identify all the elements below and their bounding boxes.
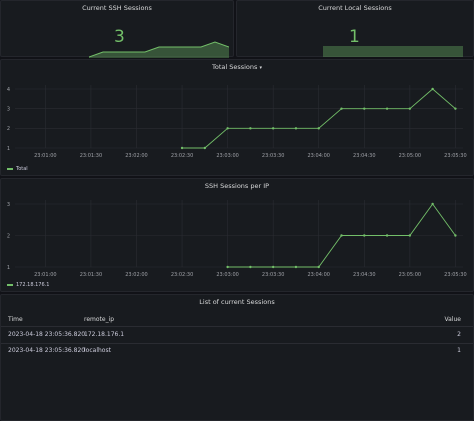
x-tick-label: 23:03:00 bbox=[216, 272, 238, 278]
legend-label-ip: 172.18.176.1 bbox=[16, 282, 50, 288]
x-tick-label: 23:01:30 bbox=[80, 153, 102, 159]
x-tick-label: 23:03:00 bbox=[216, 153, 238, 159]
ssh-per-ip-panel: SSH Sessions per IP 1 2 3 23:01:00 23:01:30 2… bbox=[0, 178, 474, 292]
y-tick-label: 4 bbox=[7, 87, 10, 93]
x-tick-label: 23:05:00 bbox=[399, 272, 421, 278]
x-tick-label: 23:01:00 bbox=[34, 153, 56, 159]
table-row[interactable]: 2023-04-18 23:05:36.820 localhost 1 bbox=[1, 344, 473, 360]
x-tick-label: 23:02:30 bbox=[171, 153, 193, 159]
cell-time: 2023-04-18 23:05:36.820 bbox=[8, 347, 86, 354]
y-tick-label: 3 bbox=[7, 202, 10, 208]
cell-value: 2 bbox=[457, 331, 461, 338]
local-sessions-panel: Current Local Sessions 1 bbox=[236, 0, 474, 57]
local-sessions-value: 1 bbox=[349, 27, 360, 47]
data-point[interactable] bbox=[180, 146, 184, 150]
ssh-sparkline bbox=[89, 41, 229, 58]
data-point[interactable] bbox=[408, 107, 412, 110]
total-sessions-legend[interactable]: Total bbox=[7, 166, 28, 172]
x-tick-label: 23:04:30 bbox=[353, 153, 375, 159]
ssh-sparkline-area bbox=[89, 42, 229, 58]
data-point[interactable] bbox=[271, 265, 275, 269]
chevron-down-icon[interactable]: ▾ bbox=[259, 65, 263, 71]
ssh-sessions-panel: Current SSH Sessions 3 bbox=[0, 0, 234, 58]
x-tick-label: 23:02:00 bbox=[125, 272, 147, 278]
x-tick-label: 23:04:30 bbox=[353, 272, 375, 278]
x-tick-label: 23:04:00 bbox=[307, 272, 329, 278]
total-sessions-title-text: Total Sessions bbox=[211, 63, 258, 71]
data-point[interactable] bbox=[317, 127, 320, 130]
column-header-time[interactable]: Time bbox=[8, 316, 23, 323]
cell-remote-ip: 172.18.176.1 bbox=[84, 331, 125, 338]
y-tick-label: 2 bbox=[7, 126, 10, 132]
total-sessions-panel: Total Sessions ▾ 1 2 3 4 23:01:00 23:01:30 23:… bbox=[0, 59, 474, 176]
data-point[interactable] bbox=[226, 127, 229, 130]
local-sparkline-area bbox=[323, 46, 463, 57]
data-point[interactable] bbox=[363, 107, 366, 110]
data-point[interactable] bbox=[249, 265, 252, 269]
table-row-divider bbox=[1, 343, 473, 344]
y-tick-label: 1 bbox=[7, 265, 10, 271]
column-header-value[interactable]: Value bbox=[444, 316, 461, 323]
ssh-sessions-title: Current SSH Sessions bbox=[82, 4, 152, 12]
data-point[interactable] bbox=[454, 234, 457, 237]
legend-swatch bbox=[7, 284, 13, 286]
data-point[interactable] bbox=[226, 265, 229, 269]
data-point[interactable] bbox=[271, 127, 275, 130]
data-point[interactable] bbox=[431, 202, 434, 206]
cell-time: 2023-04-18 23:05:36.820 bbox=[8, 331, 86, 338]
data-point[interactable] bbox=[294, 265, 298, 269]
data-point[interactable] bbox=[454, 107, 457, 110]
x-tick-label: 23:01:00 bbox=[34, 272, 56, 278]
data-point[interactable] bbox=[431, 87, 434, 91]
x-tick-label: 23:03:30 bbox=[262, 272, 284, 278]
x-tick-label: 23:04:00 bbox=[307, 153, 329, 159]
data-point[interactable] bbox=[203, 146, 207, 150]
table-header-divider bbox=[1, 326, 473, 327]
ssh-per-ip-chart: 1 2 3 23:01:00 23:01:30 23:02:00 23:02:30 23:03… bbox=[7, 200, 467, 278]
data-point[interactable] bbox=[408, 234, 412, 237]
session-list-panel: List of current Sessions Time remote_ip … bbox=[0, 294, 474, 421]
y-tick-label: 3 bbox=[7, 106, 10, 112]
data-point[interactable] bbox=[340, 107, 343, 110]
local-sparkline bbox=[323, 46, 463, 57]
data-point[interactable] bbox=[294, 127, 298, 130]
x-tick-label: 23:03:30 bbox=[262, 153, 284, 159]
cell-remote-ip: localhost bbox=[84, 347, 111, 354]
x-tick-label: 23:05:30 bbox=[444, 272, 466, 278]
x-tick-label: 23:02:00 bbox=[125, 153, 147, 159]
session-list-title: List of current Sessions bbox=[199, 298, 275, 306]
data-point[interactable] bbox=[249, 127, 252, 130]
y-tick-label: 2 bbox=[7, 233, 10, 239]
x-tick-label: 23:01:30 bbox=[80, 272, 102, 278]
legend-swatch bbox=[7, 168, 13, 170]
x-tick-label: 23:05:30 bbox=[444, 153, 466, 159]
data-point[interactable] bbox=[317, 265, 320, 269]
data-point[interactable] bbox=[340, 234, 343, 237]
table-row[interactable]: 2023-04-18 23:05:36.820 172.18.176.1 2 bbox=[1, 327, 473, 343]
y-tick-label: 1 bbox=[7, 146, 10, 152]
data-point[interactable] bbox=[385, 234, 389, 237]
legend-label-total: Total bbox=[16, 166, 28, 172]
ssh-per-ip-title: SSH Sessions per IP bbox=[204, 182, 270, 190]
ssh-sparkline-line bbox=[89, 41, 229, 58]
x-tick-label: 23:05:00 bbox=[399, 153, 421, 159]
cell-value: 1 bbox=[457, 347, 461, 354]
data-point[interactable] bbox=[363, 234, 366, 237]
data-point[interactable] bbox=[385, 107, 389, 110]
x-tick-label: 23:02:30 bbox=[171, 272, 193, 278]
total-sessions-chart: 1 2 3 4 23:01:00 23:01:30 23:02:00 23:02:30 23:0… bbox=[7, 85, 467, 159]
ssh-sessions-value: 3 bbox=[114, 27, 125, 47]
total-sessions-title[interactable]: Total Sessions ▾ bbox=[1, 63, 473, 71]
local-sessions-title: Current Local Sessions bbox=[318, 4, 392, 12]
column-header-remote-ip[interactable]: remote_ip bbox=[84, 316, 115, 323]
ssh-per-ip-legend[interactable]: 172.18.176.1 bbox=[7, 282, 49, 288]
